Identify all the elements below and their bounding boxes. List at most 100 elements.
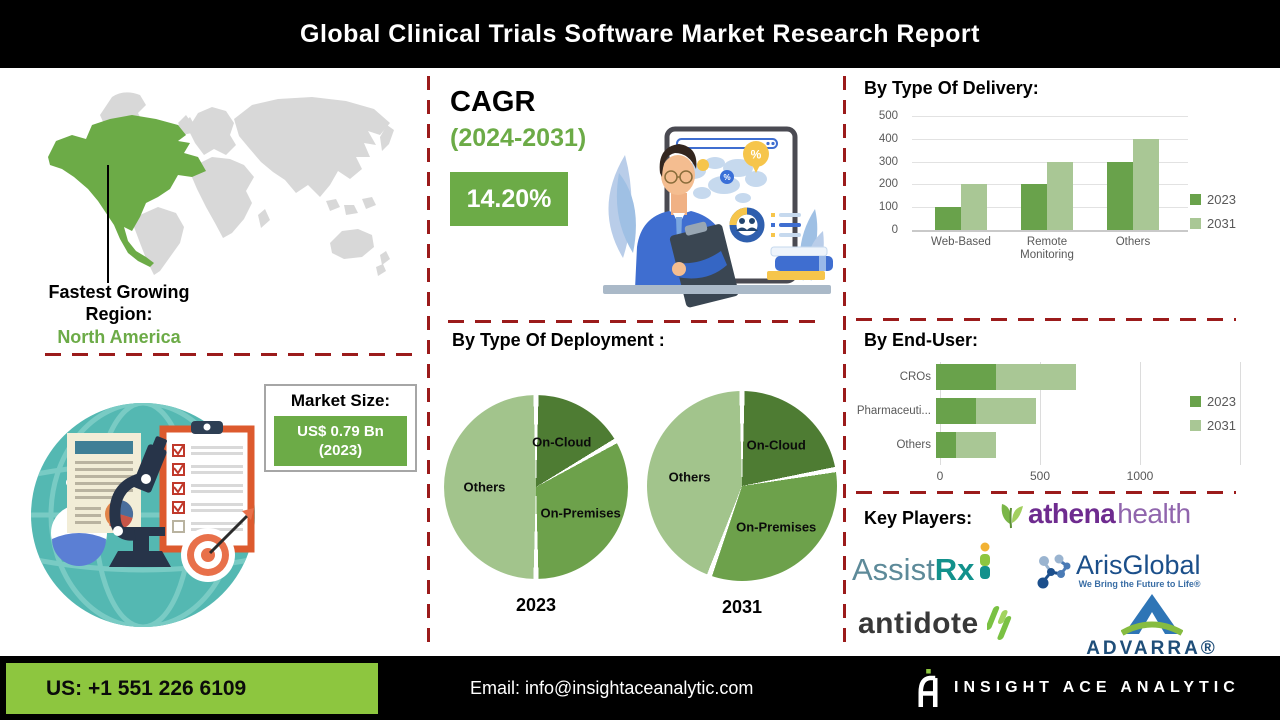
analyst-illustration: % % [603, 126, 833, 308]
page-title: Global Clinical Trials Software Market R… [300, 19, 980, 48]
pie-slice-label: Others [668, 469, 711, 485]
divider-vertical-right [843, 76, 846, 644]
arisglobal-molecule-icon [1037, 554, 1071, 589]
deployment-pie-2031: On-Cloud On-Premises Others 2031 [647, 391, 837, 618]
assistrx-plus-icon [980, 542, 991, 579]
phone-number: US: +1 551 226 6109 [46, 676, 247, 700]
bar-2031 [996, 364, 1076, 390]
legend-swatch [1190, 396, 1201, 407]
phone-box: US: +1 551 226 6109 [6, 663, 378, 714]
brand-name: INSIGHT ACE ANALYTIC [954, 679, 1240, 696]
svg-text:%: % [723, 173, 730, 182]
axis-tick-label: 0 [891, 224, 898, 236]
category-label: CROs [899, 371, 931, 383]
category-label: Others [1115, 236, 1151, 248]
bar-row: Others [852, 432, 1076, 458]
enduser-rows: CROs Pharmaceuti... Others [852, 364, 1076, 458]
world-map [48, 92, 394, 283]
cagr-period: (2024-2031) [450, 124, 587, 152]
region-label-line1: Fastest Growing [48, 282, 190, 302]
category-label: Others [896, 439, 931, 451]
cagr-label: CAGR [450, 86, 536, 118]
arisglobal-tagline: We Bring the Future to Life® [1078, 579, 1201, 589]
delivery-plot: Web-Based Remote Monitoring Others [912, 116, 1188, 261]
axis-tick-label: 200 [878, 178, 898, 191]
microscope-icon [109, 436, 171, 567]
bar-2031 [1133, 138, 1159, 230]
pie-slice-label: On-Cloud [532, 434, 592, 450]
enduser-legend: 2023 2031 [1190, 394, 1236, 433]
legend-swatch [1190, 218, 1201, 229]
logo-advarra: ADVARRA® [1072, 594, 1232, 660]
category-label: Pharmaceuti... [856, 405, 931, 417]
pie-slice-label: On-Premises [736, 519, 817, 535]
divider-right-2 [856, 491, 1236, 494]
deployment-title: By Type Of Deployment : [452, 330, 665, 350]
target-icon [181, 508, 254, 582]
legend-label: 2023 [1207, 394, 1236, 409]
legend-label: 2023 [1207, 192, 1236, 207]
bar-2023 [936, 364, 996, 390]
brand-block: INSIGHT ACE ANALYTIC [916, 656, 1240, 720]
market-size-year: (2023) [318, 442, 363, 459]
delivery-yticks: 0 100 200 300 400 500 [872, 110, 904, 236]
antidote-slashes-icon [986, 606, 1011, 640]
logo-antidote: antidote [858, 604, 1021, 644]
bar-2023 [1107, 161, 1133, 230]
region-label-line2: Region: [85, 304, 153, 324]
gridline [912, 138, 1188, 140]
legend-item: 2023 [1190, 192, 1236, 207]
axis-tick-label: 500 [878, 110, 898, 122]
email-address[interactable]: Email: info@insightaceanalytic.com [470, 677, 754, 698]
world-map-continents [100, 92, 394, 276]
gridline [912, 116, 1188, 117]
axis-tick-label: 500 [1029, 469, 1051, 483]
category-label: Web-Based [931, 236, 991, 248]
assistrx-wordmark-1: Assist [852, 552, 935, 587]
athenahealth-wordmark-1: athena [1028, 498, 1116, 529]
axis-tick-label: 1000 [1126, 469, 1154, 483]
advarra-wordmark: ADVARRA® [1086, 638, 1218, 659]
pie-slice-label: Others [463, 479, 506, 495]
divider-right-1 [856, 318, 1236, 321]
athenahealth-leaf-icon [1001, 504, 1023, 529]
axis-tick-label: 0 [936, 469, 944, 483]
arisglobal-wordmark: ArisGlobal [1076, 550, 1201, 580]
deployment-pie-2023: On-Cloud On-Premises Others 2023 [444, 395, 628, 616]
title-bar: Global Clinical Trials Software Market R… [0, 0, 1280, 68]
legend-label: 2031 [1207, 216, 1236, 231]
assistrx-wordmark-2: Rx [934, 552, 975, 587]
axis-tick-label: 300 [878, 155, 898, 168]
delivery-groups: Web-Based Remote Monitoring Others [912, 116, 1188, 261]
antidote-wordmark: antidote [858, 607, 979, 640]
market-size-amount: US$ 0.79 Bn [297, 423, 384, 440]
axis-tick-label: 100 [878, 201, 898, 214]
bar-2031 [956, 432, 996, 458]
market-size-label: Market Size: [290, 391, 391, 410]
divider-vertical-left [427, 76, 430, 644]
pie-year-label: 2023 [515, 595, 557, 615]
athenahealth-wordmark-2: health [1117, 498, 1191, 529]
legend-item: 2023 [1190, 394, 1236, 409]
gridline [1240, 362, 1241, 465]
bar-2023 [1021, 184, 1047, 230]
logo-arisglobal: ArisGlobal We Bring the Future to Life® [1036, 548, 1201, 592]
deployment-pie-chart: On-Cloud On-Premises Others [647, 391, 837, 581]
delivery-legend: 2023 2031 [1190, 192, 1236, 231]
bar-group: Others [1107, 116, 1159, 248]
cagr-value: 14.20% [466, 184, 552, 213]
gridline [1140, 362, 1141, 465]
cagr-value-box: 14.20% [450, 172, 568, 226]
bar-group: Web-Based [931, 116, 991, 248]
legend-swatch [1190, 420, 1201, 431]
bar-2031 [1047, 161, 1073, 230]
category-label: Remote Monitoring [1020, 236, 1074, 261]
key-players-label: Key Players: [864, 508, 973, 528]
region-value: North America [57, 327, 181, 347]
fastest-growing-region: Fastest Growing Region: North America [28, 281, 210, 349]
enduser-title: By End-User: [864, 330, 979, 350]
bar-group: Remote Monitoring [1020, 116, 1074, 261]
bar-2031 [961, 184, 987, 230]
enduser-chart: CROs Pharmaceuti... Others 0 500 1000 [852, 362, 1252, 487]
